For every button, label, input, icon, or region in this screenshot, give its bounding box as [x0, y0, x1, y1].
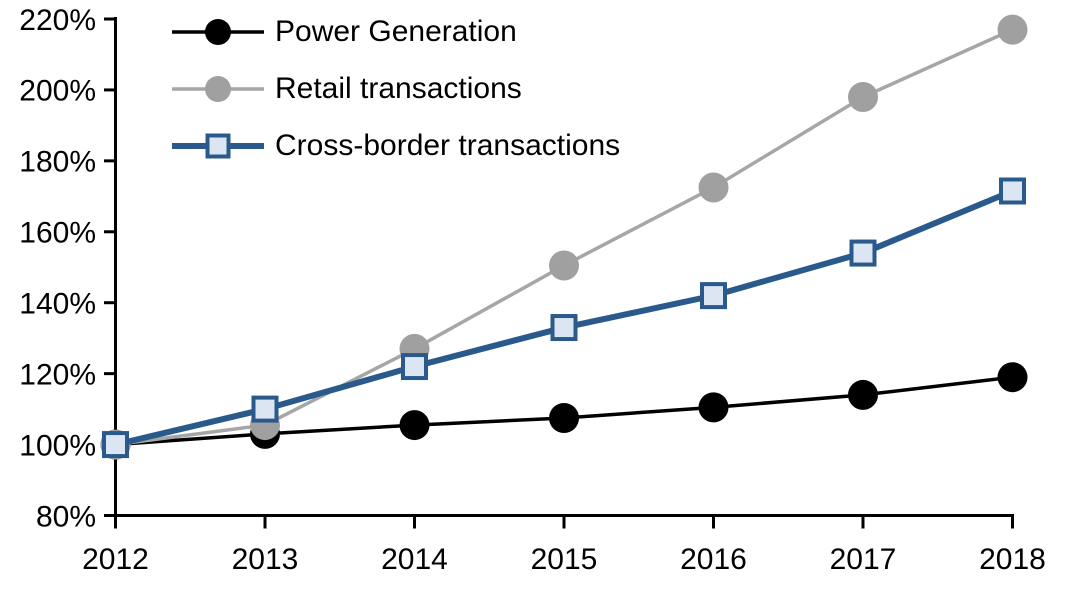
y-axis-tick-label: 200%	[19, 75, 96, 108]
legend-sample-power-generation-icon	[172, 18, 264, 45]
y-axis-tick-label: 180%	[19, 146, 96, 179]
x-axis-tick-label: 2014	[381, 543, 448, 576]
data-point-marker-cross-border-transactions	[849, 239, 877, 267]
data-point-marker-retail-transactions	[698, 172, 729, 203]
data-point-marker-cross-border-transactions	[205, 133, 231, 158]
data-point-marker-retail-transactions	[549, 250, 579, 281]
data-point-marker-cross-border-transactions	[700, 282, 727, 310]
data-point-marker-cross-border-transactions	[999, 177, 1026, 205]
x-axis-tick-label: 2017	[830, 543, 897, 576]
legend-item-power-generation: Power Generation	[172, 3, 620, 60]
legend-item-retail-transactions: Retail transactions	[172, 60, 620, 117]
x-axis-tick-label: 2013	[232, 543, 299, 576]
data-point-marker-cross-border-transactions	[550, 314, 578, 342]
data-point-marker-power-generation	[205, 18, 231, 45]
legend-sample-retail-transactions-icon	[172, 75, 264, 102]
legend-label-retail-transactions: Retail transactions	[275, 71, 522, 105]
data-point-marker-cross-border-transactions	[401, 353, 428, 381]
data-point-marker-power-generation	[698, 392, 729, 423]
data-point-marker-power-generation	[549, 402, 579, 433]
x-axis-tick-label: 2012	[82, 543, 149, 576]
y-axis-tick-label: 160%	[19, 217, 96, 250]
chart-legend: Power Generation Retail transactions Cro…	[172, 3, 620, 174]
data-point-marker-power-generation	[997, 362, 1028, 393]
legend-item-cross-border-transactions: Cross-border transactions	[172, 117, 620, 174]
data-point-marker-cross-border-transactions	[251, 395, 279, 423]
y-axis-tick-label: 100%	[19, 429, 96, 462]
y-axis-tick-label: 120%	[19, 358, 96, 391]
x-axis-tick-label: 2018	[979, 543, 1046, 576]
y-axis-tick-label: 140%	[19, 288, 96, 321]
data-point-marker-power-generation	[848, 379, 878, 410]
legend-sample-cross-border-transactions-icon	[172, 133, 264, 158]
x-axis-tick-label: 2016	[680, 543, 747, 576]
data-point-marker-retail-transactions	[848, 82, 878, 113]
data-point-marker-retail-transactions	[205, 75, 231, 102]
y-axis-tick-label: 220%	[19, 4, 96, 37]
data-point-marker-cross-border-transactions	[102, 431, 129, 459]
data-point-marker-power-generation	[399, 410, 430, 441]
data-point-marker-retail-transactions	[997, 14, 1028, 45]
y-axis-tick-label: 80%	[36, 500, 96, 533]
x-axis-tick-label: 2015	[531, 543, 598, 576]
legend-label-cross-border-transactions: Cross-border transactions	[275, 128, 621, 162]
legend-label-power-generation: Power Generation	[275, 14, 517, 48]
